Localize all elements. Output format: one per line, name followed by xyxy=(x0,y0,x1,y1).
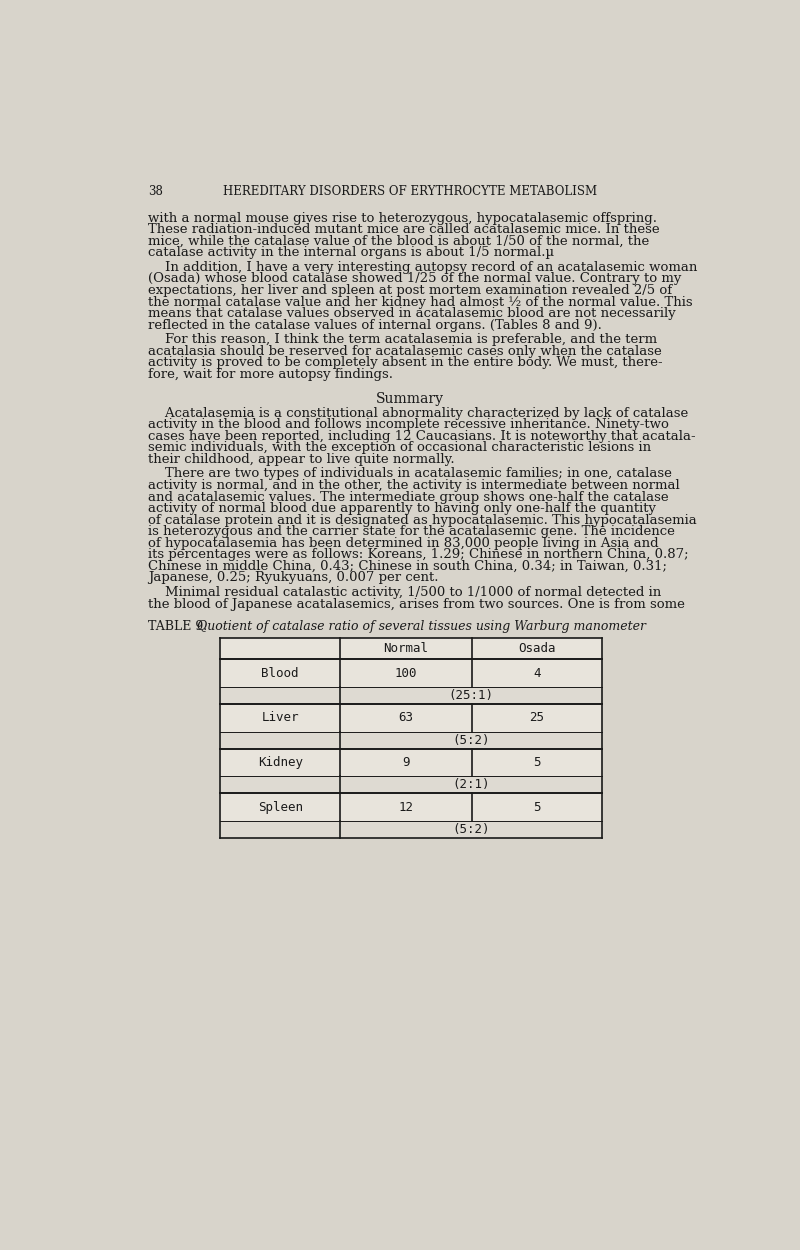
Text: These radiation-induced mutant mice are called acatalasemic mice. In these: These radiation-induced mutant mice are … xyxy=(148,224,660,236)
Text: 12: 12 xyxy=(398,800,414,814)
Text: means that catalase values observed in acatalasemic blood are not necessarily: means that catalase values observed in a… xyxy=(148,308,676,320)
Text: their childhood, appear to live quite normally.: their childhood, appear to live quite no… xyxy=(148,452,454,466)
Text: acatalasia should be reserved for acatalasemic cases only when the catalase: acatalasia should be reserved for acatal… xyxy=(148,345,662,358)
Text: 5: 5 xyxy=(534,756,541,769)
Text: 100: 100 xyxy=(395,666,418,680)
Bar xyxy=(220,776,602,794)
Text: with a normal mouse gives rise to heterozygous, hypocatalasemic offspring.: with a normal mouse gives rise to hetero… xyxy=(148,211,657,225)
Bar xyxy=(220,821,602,838)
Bar xyxy=(220,688,602,704)
Text: mice, while the catalase value of the blood is about 1/50 of the normal, the: mice, while the catalase value of the bl… xyxy=(148,235,650,248)
Text: expectations, her liver and spleen at post mortem examination revealed 2/5 of: expectations, her liver and spleen at po… xyxy=(148,284,672,298)
Text: and acatalasemic values. The intermediate group shows one-half the catalase: and acatalasemic values. The intermediat… xyxy=(148,490,669,504)
Text: In addition, I have a very interesting autopsy record of an acatalasemic woman: In addition, I have a very interesting a… xyxy=(148,261,698,274)
Text: activity is proved to be completely absent in the entire body. We must, there-: activity is proved to be completely abse… xyxy=(148,356,662,370)
Text: Blood: Blood xyxy=(262,666,299,680)
Text: the blood of Japanese acatalasemics, arises from two sources. One is from some: the blood of Japanese acatalasemics, ari… xyxy=(148,598,685,610)
Bar xyxy=(220,749,602,776)
Text: 63: 63 xyxy=(398,711,414,724)
Text: Summary: Summary xyxy=(376,392,444,406)
Text: 38: 38 xyxy=(148,185,163,198)
Text: (5:2): (5:2) xyxy=(453,822,490,836)
Text: TABLE 9.: TABLE 9. xyxy=(148,620,207,632)
Text: 5: 5 xyxy=(534,800,541,814)
Text: Liver: Liver xyxy=(262,711,299,724)
Bar xyxy=(220,638,602,659)
Text: (25:1): (25:1) xyxy=(449,689,494,702)
Bar xyxy=(220,794,602,821)
Text: Osada: Osada xyxy=(518,642,556,655)
Bar xyxy=(220,731,602,749)
Text: Spleen: Spleen xyxy=(258,800,302,814)
Text: Quotient of catalase ratio of several tissues using Warburg manometer: Quotient of catalase ratio of several ti… xyxy=(193,620,646,632)
Text: (Osada) whose blood catalase showed 1/25 of the normal value. Contrary to my: (Osada) whose blood catalase showed 1/25… xyxy=(148,272,682,285)
Text: For this reason, I think the term acatalasemia is preferable, and the term: For this reason, I think the term acatal… xyxy=(148,334,657,346)
Text: Japanese, 0.25; Ryukyuans, 0.007 per cent.: Japanese, 0.25; Ryukyuans, 0.007 per cen… xyxy=(148,571,438,585)
Text: Acatalasemia is a constitutional abnormality characterized by lack of catalase: Acatalasemia is a constitutional abnorma… xyxy=(148,406,688,420)
Text: fore, wait for more autopsy findings.: fore, wait for more autopsy findings. xyxy=(148,368,393,381)
Text: 4: 4 xyxy=(534,666,541,680)
Text: its percentages were as follows: Koreans, 1.29; Chinese in northern China, 0.87;: its percentages were as follows: Koreans… xyxy=(148,549,689,561)
Bar xyxy=(220,659,602,688)
Text: semic individuals, with the exception of occasional characteristic lesions in: semic individuals, with the exception of… xyxy=(148,441,651,454)
Text: activity is normal, and in the other, the activity is intermediate between norma: activity is normal, and in the other, th… xyxy=(148,479,680,492)
Text: activity in the blood and follows incomplete recessive inheritance. Ninety-two: activity in the blood and follows incomp… xyxy=(148,418,669,431)
Text: the normal catalase value and her kidney had almost ½ of the normal value. This: the normal catalase value and her kidney… xyxy=(148,295,693,309)
Bar xyxy=(220,704,602,731)
Text: Kidney: Kidney xyxy=(258,756,302,769)
Text: catalase activity in the internal organs is about 1/5 normal.µ: catalase activity in the internal organs… xyxy=(148,246,554,259)
Text: (2:1): (2:1) xyxy=(453,779,490,791)
Text: Minimal residual catalastic activity, 1/500 to 1/1000 of normal detected in: Minimal residual catalastic activity, 1/… xyxy=(148,586,662,599)
Text: 9: 9 xyxy=(402,756,410,769)
Text: HEREDITARY DISORDERS OF ERYTHROCYTE METABOLISM: HEREDITARY DISORDERS OF ERYTHROCYTE META… xyxy=(223,185,597,198)
Text: of hypocatalasemia has been determined in 83,000 people living in Asia and: of hypocatalasemia has been determined i… xyxy=(148,536,658,550)
Text: There are two types of individuals in acatalasemic families; in one, catalase: There are two types of individuals in ac… xyxy=(148,468,672,480)
Text: is heterozygous and the carrier state for the acatalasemic gene. The incidence: is heterozygous and the carrier state fo… xyxy=(148,525,675,539)
Text: reflected in the catalase values of internal organs. (Tables 8 and 9).: reflected in the catalase values of inte… xyxy=(148,319,602,331)
Text: Chinese in middle China, 0.43; Chinese in south China, 0.34; in Taiwan, 0.31;: Chinese in middle China, 0.43; Chinese i… xyxy=(148,560,667,572)
Text: Normal: Normal xyxy=(384,642,429,655)
Text: 25: 25 xyxy=(530,711,545,724)
Text: of catalase protein and it is designated as hypocatalasemic. This hypocatalasemi: of catalase protein and it is designated… xyxy=(148,514,697,526)
Text: (5:2): (5:2) xyxy=(453,734,490,746)
Text: activity of normal blood due apparently to having only one-half the quantity: activity of normal blood due apparently … xyxy=(148,503,656,515)
Text: cases have been reported, including 12 Caucasians. It is noteworthy that acatala: cases have been reported, including 12 C… xyxy=(148,430,696,442)
